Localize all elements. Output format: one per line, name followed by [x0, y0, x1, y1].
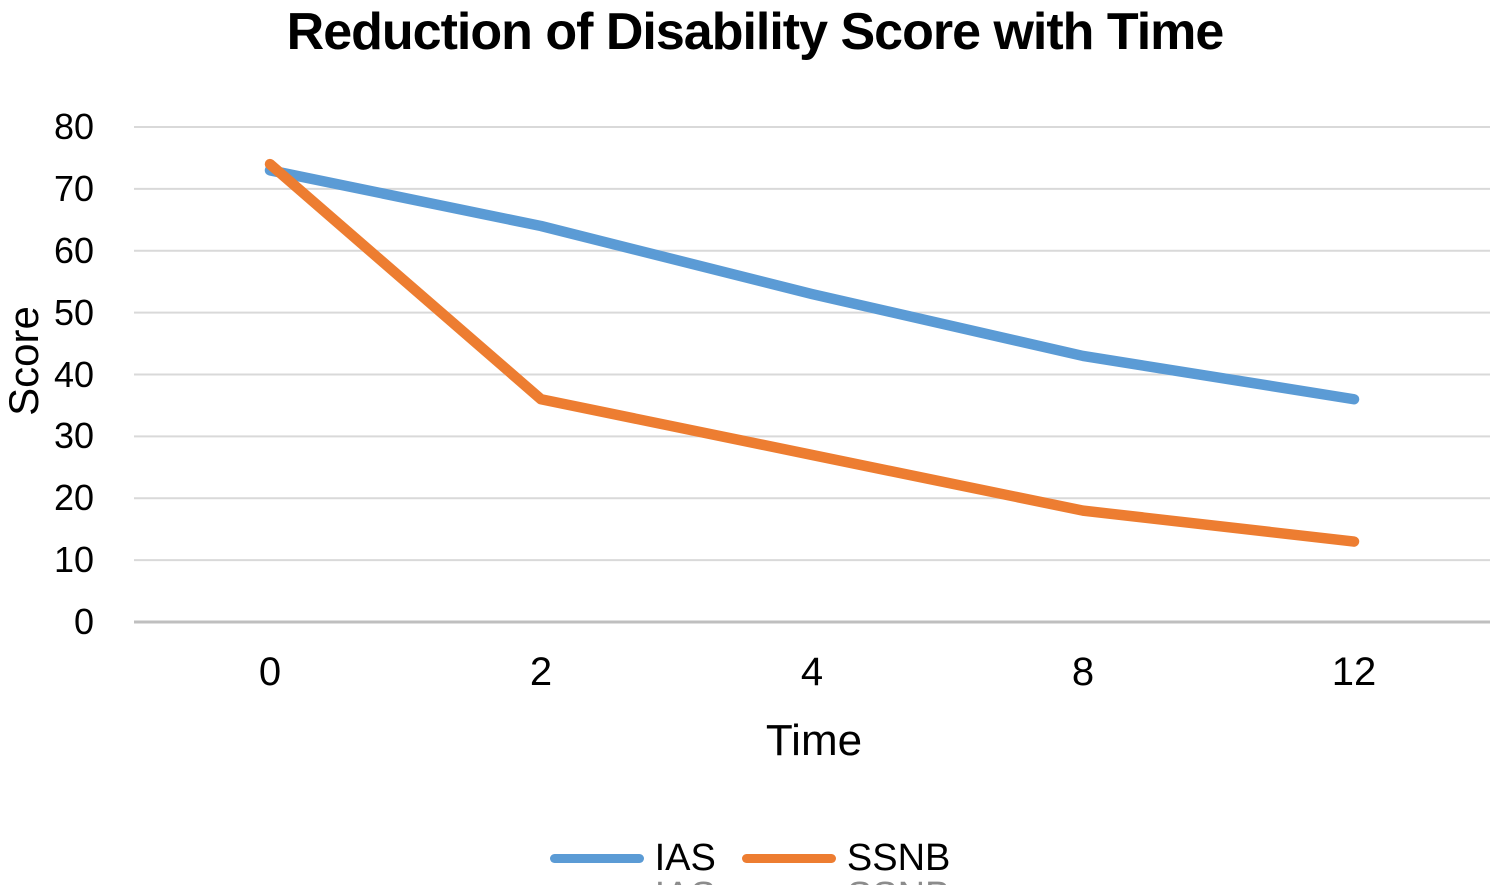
y-tick-label: 80	[53, 106, 94, 147]
series-line-ias	[264, 165, 1360, 405]
legend-item-ssnb: SSNB	[742, 874, 950, 885]
chart-title: Reduction of Disability Score with Time	[286, 3, 1225, 61]
y-tick-label: 30	[53, 415, 94, 457]
legend-item-ias: IAS	[549, 836, 716, 880]
y-tick-label: 0	[73, 601, 94, 642]
y-tick-label: 60	[53, 229, 94, 271]
x-tick-label: 2	[529, 650, 553, 694]
x-tick-label: 12	[1331, 650, 1377, 694]
y-tick-label: 70	[53, 167, 94, 209]
legend-row-clipped-duplicate: IAS SSNB	[0, 874, 1500, 885]
x-tick-label: 8	[1071, 650, 1095, 694]
x-axis-title: Time	[765, 716, 863, 765]
x-tick-label: 0	[258, 650, 282, 694]
y-tick-label: 40	[53, 353, 94, 395]
legend-item-ssnb: SSNB	[741, 836, 951, 880]
y-tick-label: 10	[53, 539, 94, 581]
y-axis-title: Score	[0, 306, 47, 416]
legend: IAS SSNB	[0, 836, 1500, 880]
legend-item-ias: IAS	[550, 874, 716, 885]
y-tick-label: 20	[53, 477, 94, 519]
legend-label: SSNB	[846, 837, 951, 879]
legend-label: IAS	[654, 837, 716, 879]
series-line-ssnb	[264, 158, 1360, 547]
legend-label: IAS	[655, 874, 716, 885]
y-tick-label: 50	[53, 291, 94, 333]
x-tick-label: 4	[800, 650, 824, 694]
legend-line-swatch-ias	[549, 853, 644, 863]
legend-label: SSNB	[847, 874, 950, 885]
legend-line-swatch-ssnb	[741, 853, 836, 863]
